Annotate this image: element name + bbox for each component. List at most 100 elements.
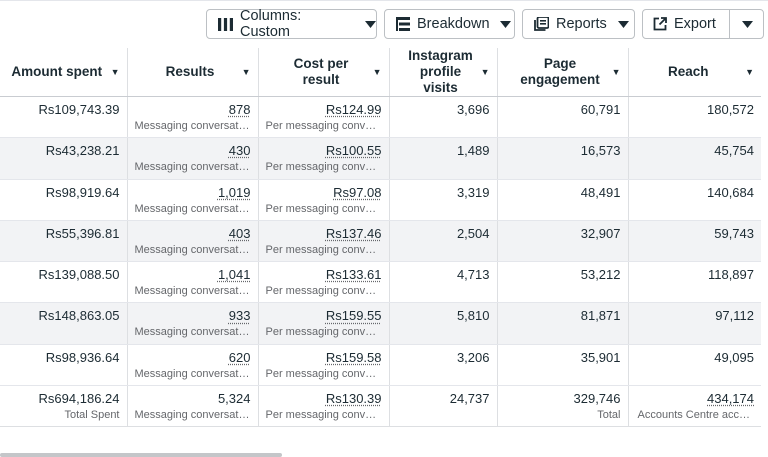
reach-value: 49,095	[714, 349, 754, 365]
export-split-button: Export	[642, 9, 764, 39]
columns-button[interactable]: Columns: Custom	[206, 8, 377, 40]
page-engagement-total-cell: 329,746 Total	[496, 385, 628, 428]
column-header-cost-per-result[interactable]: Cost per result ▼	[257, 48, 389, 97]
header-row: Amount spent ▼ Results ▼ Cost per result ▼ …	[0, 48, 761, 97]
cost-per-result-subtext: Per messaging conver…	[265, 367, 382, 380]
export-options-button[interactable]	[730, 10, 764, 38]
column-header-amount-spent[interactable]: Amount spent ▼	[0, 48, 127, 97]
cost-per-result-cell: Rs159.55 Per messaging conver…	[257, 302, 389, 345]
results-subtext: Messaging conversati…	[134, 326, 251, 339]
table-row: Rs98,936.64 620 Messaging conversati… Rs159…	[0, 344, 761, 387]
reach-value: 118,897	[707, 267, 754, 283]
reach-cell: 180,572	[627, 96, 761, 139]
reports-button[interactable]: Reports	[522, 9, 635, 39]
page-engagement-cell: 60,791	[496, 96, 628, 139]
results-total: 5,324	[217, 391, 251, 407]
table-row: Rs55,396.81 403 Messaging conversati… Rs137…	[0, 220, 761, 263]
instagram-visits-cell: 4,713	[388, 261, 497, 304]
results-table: Amount spent ▼ Results ▼ Cost per result ▼ …	[0, 48, 761, 428]
cost-per-result-value[interactable]: Rs159.58	[325, 349, 382, 365]
results-cell: 933 Messaging conversati…	[126, 302, 258, 345]
results-value[interactable]: 430	[228, 143, 251, 159]
cost-per-result-total-label: Per messaging conver…	[265, 409, 382, 422]
cost-per-result-value[interactable]: Rs97.08	[333, 184, 382, 200]
column-header-reach[interactable]: Reach ▼	[627, 48, 761, 97]
reach-value: 180,572	[707, 102, 754, 117]
sort-icon: ▼	[480, 67, 490, 77]
cost-per-result-value[interactable]: Rs137.46	[325, 225, 382, 241]
split-divider	[729, 10, 730, 38]
results-cell: 403 Messaging conversati…	[126, 220, 258, 263]
page-engagement-cell: 35,901	[496, 344, 628, 387]
table-row: Rs139,088.50 1,041 Messaging conversati… Rs…	[0, 261, 761, 304]
sort-icon: ▼	[372, 67, 382, 77]
instagram-visits-cell: 3,206	[388, 344, 497, 387]
export-label: Export	[674, 16, 716, 32]
table-row: Rs109,743.39 878 Messaging conversati… Rs12…	[0, 96, 761, 139]
cost-per-result-value[interactable]: Rs124.99	[325, 102, 382, 117]
reach-cell: 97,112	[627, 302, 761, 345]
totals-row: Rs694,186.24 Total Spent 5,324 Messaging co…	[0, 385, 761, 428]
reach-cell: 140,684	[627, 179, 761, 221]
cost-per-result-subtext: Per messaging conver…	[265, 161, 382, 174]
amount-spent-value: Rs139,088.50	[38, 267, 120, 283]
table-row: Rs148,863.05 933 Messaging conversati… Rs15…	[0, 302, 761, 345]
results-subtext: Messaging conversati…	[134, 161, 251, 174]
cost-per-result-value[interactable]: Rs100.55	[325, 143, 382, 159]
column-header-instagram-profile-visits[interactable]: Instagram profile visits ▼	[388, 48, 497, 97]
columns-label: Columns: Custom	[240, 8, 302, 40]
column-header-label: Page engagement	[520, 56, 600, 87]
page-engagement-cell: 48,491	[496, 179, 628, 221]
results-subtext: Messaging conversati…	[134, 120, 251, 132]
results-cell: 1,041 Messaging conversati…	[126, 261, 258, 304]
breakdown-button[interactable]: Breakdown	[384, 9, 515, 39]
columns-icon	[218, 17, 233, 31]
page-engagement-total: 329,746	[573, 391, 621, 407]
amount-spent-cell: Rs109,743.39	[0, 96, 127, 139]
amount-spent-total-cell: Rs694,186.24 Total Spent	[0, 385, 127, 428]
reach-value: 97,112	[715, 308, 754, 324]
instagram-visits-total: 24,737	[449, 391, 490, 407]
column-header-label: Instagram profile visits	[408, 48, 473, 95]
reach-value: 140,684	[707, 184, 754, 200]
results-total-label: Messaging conversati…	[134, 409, 251, 422]
page-engagement-cell: 53,212	[496, 261, 628, 304]
column-header-results[interactable]: Results ▼	[126, 48, 258, 97]
chevron-down-icon	[617, 20, 629, 28]
reach-total[interactable]: 434,174	[707, 391, 754, 407]
results-value[interactable]: 403	[228, 225, 251, 241]
chevron-down-icon	[499, 20, 511, 28]
reach-value: 45,754	[714, 143, 754, 159]
cost-per-result-total-cell: Rs130.39 Per messaging conver…	[257, 385, 389, 428]
cost-per-result-value[interactable]: Rs133.61	[325, 267, 382, 283]
instagram-visits-cell: 5,810	[388, 302, 497, 345]
reach-cell: 45,754	[627, 137, 761, 180]
column-header-page-engagement[interactable]: Page engagement ▼	[496, 48, 628, 97]
results-value[interactable]: 933	[228, 308, 251, 324]
results-value[interactable]: 1,019	[217, 184, 251, 200]
reach-total-cell: 434,174 Accounts Centre acco…	[627, 385, 761, 428]
results-value[interactable]: 878	[228, 102, 251, 117]
amount-spent-value: Rs98,919.64	[45, 184, 120, 200]
horizontal-scrollbar[interactable]	[0, 453, 282, 457]
cost-per-result-cell: Rs133.61 Per messaging conver…	[257, 261, 389, 304]
instagram-visits-value: 1,489	[456, 143, 490, 159]
sort-icon: ▼	[611, 67, 621, 77]
results-cell: 878 Messaging conversati…	[126, 96, 258, 139]
cost-per-result-total[interactable]: Rs130.39	[325, 391, 382, 407]
results-value[interactable]: 620	[228, 349, 251, 365]
cost-per-result-value[interactable]: Rs159.55	[325, 308, 382, 324]
reports-label: Reports	[556, 16, 607, 32]
export-button[interactable]: Export	[643, 10, 729, 38]
reach-value: 59,743	[714, 225, 754, 241]
results-value[interactable]: 1,041	[217, 267, 251, 283]
amount-spent-value: Rs98,936.64	[45, 349, 120, 365]
cost-per-result-cell: Rs97.08 Per messaging conver…	[257, 179, 389, 221]
instagram-visits-value: 3,696	[456, 102, 490, 117]
reach-cell: 59,743	[627, 220, 761, 263]
cost-per-result-cell: Rs137.46 Per messaging conver…	[257, 220, 389, 263]
page-engagement-value: 81,871	[580, 308, 621, 324]
page-engagement-value: 35,901	[580, 349, 621, 365]
instagram-visits-cell: 3,696	[388, 96, 497, 139]
results-cell: 1,019 Messaging conversati…	[126, 179, 258, 221]
